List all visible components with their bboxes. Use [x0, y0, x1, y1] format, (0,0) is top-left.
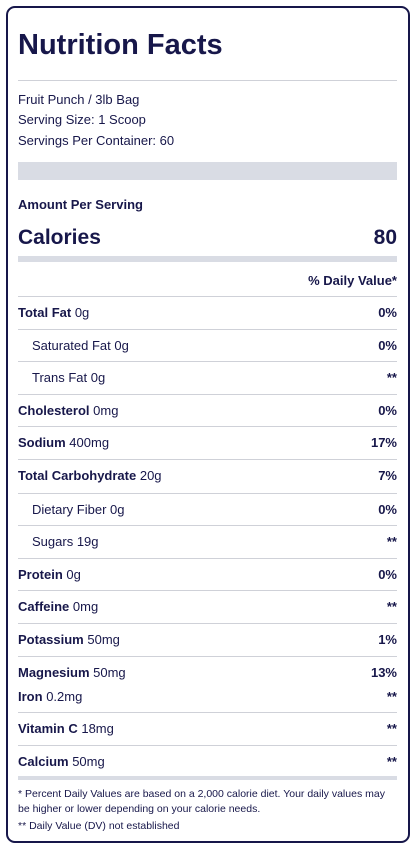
daily-value: 1% [378, 632, 397, 647]
nutrient-label: Protein 0g [18, 567, 81, 583]
nutrient-amount: 400mg [69, 435, 110, 450]
nutrient-label: Trans Fat 0g [32, 370, 105, 386]
nutrient-amount: 20g [139, 468, 162, 483]
daily-value: 0% [378, 338, 397, 353]
nutrient-label: Calcium 50mg [18, 754, 105, 770]
nutrient-amount: 0g [110, 502, 125, 517]
nutrient-amount: 50mg [93, 665, 126, 680]
divider [18, 459, 397, 460]
nutrient-amount: 0g [74, 305, 90, 320]
divider [18, 712, 397, 713]
nutrient-label: Vitamin C 18mg [18, 721, 114, 737]
nutrient-label: Sodium 400mg [18, 435, 109, 451]
nutrient-amount: 0g [114, 338, 129, 353]
divider [18, 623, 397, 624]
daily-value: 0% [378, 305, 397, 320]
nutrient-amount: 0g [90, 370, 106, 385]
nutrient-amount: 50mg [87, 632, 120, 647]
nutrient-label: Magnesium 50mg [18, 665, 126, 681]
nutrient-name: Total Fat [18, 305, 72, 320]
separator-bar [18, 776, 397, 780]
divider [18, 80, 397, 81]
divider [18, 745, 397, 746]
nutrient-amount: 0mg [93, 403, 119, 418]
daily-value: ** [386, 370, 397, 385]
daily-value: 17% [370, 435, 397, 450]
nutrient-amount: 0mg [72, 599, 99, 614]
divider [18, 525, 397, 526]
nutrient-label: Potassium 50mg [18, 632, 120, 648]
nutrient-label: Cholesterol 0mg [18, 403, 118, 419]
servings-per-container: Servings Per Container: 60 [18, 133, 175, 148]
divider [18, 394, 397, 395]
calories-value: 80 [373, 226, 397, 249]
nutrient-name: Trans Fat [32, 370, 88, 385]
title: Nutrition Facts [18, 29, 223, 61]
daily-value: ** [386, 721, 397, 736]
nutrient-name: Protein [18, 567, 63, 582]
nutrient-amount: 0g [66, 567, 81, 582]
nutrient-name: Caffeine [18, 599, 70, 614]
label-frame [6, 6, 410, 843]
calories-label: Calories [18, 226, 101, 249]
daily-value: ** [386, 754, 397, 769]
nutrient-label: Dietary Fiber 0g [32, 502, 125, 518]
nutrient-label: Total Fat 0g [18, 305, 89, 321]
daily-value: 0% [378, 502, 397, 517]
serving-size: Serving Size: 1 Scoop [18, 112, 146, 127]
divider [18, 590, 397, 591]
daily-value: ** [386, 599, 397, 614]
nutrient-name: Sodium [18, 435, 66, 450]
nutrient-amount: 50mg [72, 754, 105, 769]
daily-value: 13% [370, 665, 397, 680]
nutrient-amount: 0.2mg [46, 689, 83, 704]
nutrient-name: Vitamin C [18, 721, 78, 736]
nutrient-label: Caffeine 0mg [18, 599, 98, 615]
nutrient-name: Potassium [18, 632, 84, 647]
footnote: * Percent Daily Values are based on a 2,… [18, 788, 385, 815]
nutrient-name: Dietary Fiber [32, 502, 107, 517]
divider [18, 426, 397, 427]
daily-value: 7% [378, 468, 397, 483]
product: Fruit Punch / 3lb Bag [18, 92, 140, 107]
nutrient-label: Total Carbohydrate 20g [18, 468, 162, 484]
daily-value: 0% [378, 403, 397, 418]
daily-value: ** [386, 689, 397, 704]
divider [18, 361, 397, 362]
nutrient-amount: 18mg [81, 721, 114, 736]
nutrient-name: Sugars [32, 534, 74, 549]
nutrient-label: Sugars 19g [32, 534, 99, 550]
separator-bar [18, 162, 397, 180]
nutrient-label: Iron 0.2mg [18, 689, 82, 705]
nutrient-name: Saturated Fat [32, 338, 111, 353]
nutrient-name: Cholesterol [18, 403, 90, 418]
daily-value: 0% [378, 567, 397, 582]
nutrient-name: Magnesium [18, 665, 90, 680]
nutrient-amount: 19g [76, 534, 99, 549]
nutrient-name: Calcium [18, 754, 69, 769]
daily-value-header: % Daily Value* [308, 273, 397, 288]
footnote: ** Daily Value (DV) not established [18, 820, 180, 832]
nutrient-label: Saturated Fat 0g [32, 338, 129, 354]
divider [18, 296, 397, 297]
nutrient-name: Total Carbohydrate [18, 468, 137, 483]
amount-per-serving: Amount Per Serving [18, 197, 143, 212]
divider [18, 656, 397, 657]
separator-bar [18, 256, 397, 262]
divider [18, 329, 397, 330]
nutrient-name: Iron [18, 689, 43, 704]
divider [18, 493, 397, 494]
divider [18, 558, 397, 559]
daily-value: ** [386, 534, 397, 549]
